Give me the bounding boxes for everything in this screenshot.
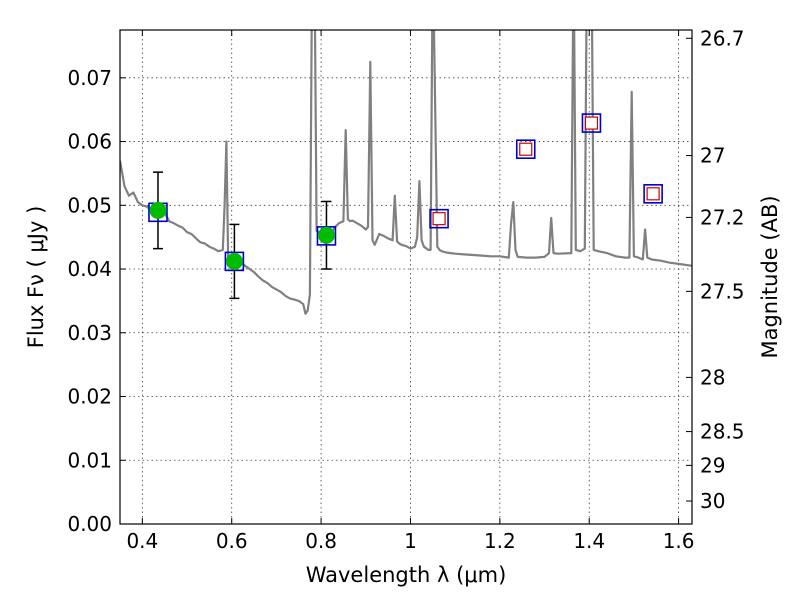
x-tick-label: 0.4 <box>126 529 158 553</box>
upper-point-marker <box>432 212 446 226</box>
plot-frame <box>119 29 693 525</box>
model-box-marker <box>581 113 602 133</box>
x-tick-label: 1.6 <box>663 529 695 553</box>
right-tick-label: 27.2 <box>700 205 745 229</box>
right-axis-ticks: 26.7 27 27.2 27.5 28 28.5 29 30 <box>686 26 745 513</box>
observed-point <box>149 201 167 219</box>
model-box-marker <box>429 208 449 229</box>
model-box-marker <box>643 184 663 204</box>
x-tick-label: 0.6 <box>216 529 248 553</box>
plot-area <box>120 30 692 315</box>
right-tick-label: 28 <box>700 365 725 389</box>
observed-point <box>317 226 335 244</box>
y-tick-label: 0.04 <box>67 257 112 281</box>
grid <box>120 30 692 525</box>
right-tick-label: 29 <box>700 453 725 477</box>
model-box-marker <box>224 251 245 272</box>
y-axis-title: Flux Fν ( μJy ) <box>24 206 48 349</box>
y-tick-label: 0.00 <box>67 512 112 536</box>
right-tick-label: 27.5 <box>700 279 745 303</box>
y-tick-label: 0.02 <box>67 385 112 409</box>
y-tick-label: 0.07 <box>67 66 112 90</box>
x-tick-label: 1 <box>404 529 417 553</box>
right-tick-label: 30 <box>700 489 725 513</box>
y-tick-label: 0.01 <box>67 448 112 472</box>
y-tick-label: 0.05 <box>67 193 112 217</box>
markers <box>148 113 663 272</box>
x-tick-label: 1.4 <box>573 529 605 553</box>
y-tick-label: 0.03 <box>67 321 112 345</box>
errorbars <box>152 171 332 300</box>
y-axis-ticks: 0.00 0.01 0.02 0.03 0.04 0.05 0.06 0.07 <box>67 66 126 536</box>
right-tick-label: 27 <box>700 144 725 168</box>
x-tick-label: 1.2 <box>484 529 516 553</box>
x-tick-label: 0.8 <box>305 529 337 553</box>
right-tick-label: 26.7 <box>700 26 745 50</box>
upper-point-marker <box>584 116 599 130</box>
y-tick-label: 0.06 <box>67 130 112 154</box>
model-spectrum-line <box>120 30 692 315</box>
upper-point-marker <box>519 142 533 156</box>
right-axis-title: Magnitude (AB) <box>758 195 782 358</box>
x-axis-title: Wavelength λ (μm) <box>306 563 507 587</box>
observed-point <box>225 252 243 270</box>
model-box-marker <box>515 139 536 159</box>
upper-point-marker <box>646 187 660 201</box>
right-tick-label: 28.5 <box>700 420 745 444</box>
x-axis-ticks: 0.4 0.6 0.8 1 1.2 1.4 1.6 <box>126 30 695 553</box>
